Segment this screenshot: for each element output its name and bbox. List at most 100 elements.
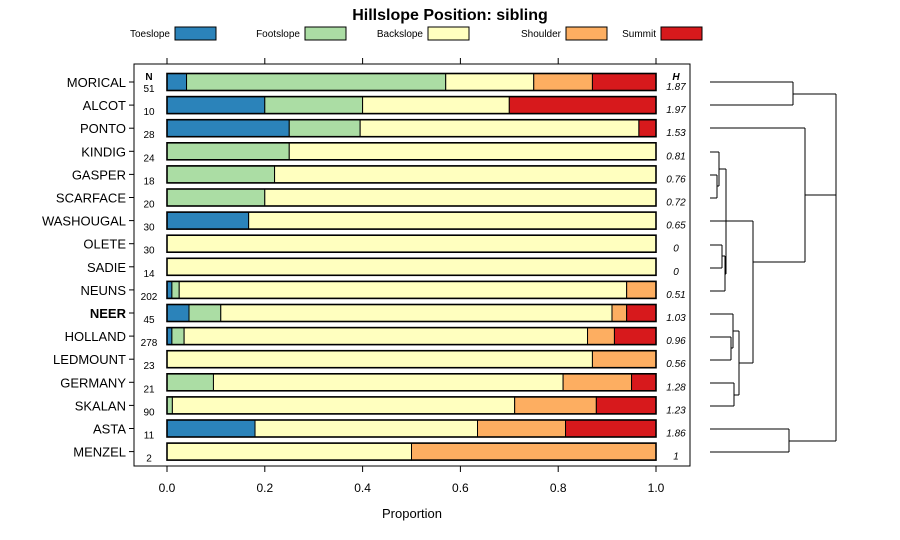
bar-outline — [166, 326, 657, 346]
n-value: 14 — [143, 269, 155, 280]
bar-segment — [359, 119, 640, 138]
row-label: NEUNS — [80, 283, 126, 298]
row-label: HOLLAND — [65, 329, 126, 344]
n-value: 30 — [143, 223, 155, 234]
row-label: MENZEL — [73, 445, 126, 460]
h-value: 0.96 — [666, 336, 686, 347]
h-value: 1.97 — [666, 105, 686, 116]
n-value: 90 — [143, 407, 155, 418]
bar-segment — [166, 211, 250, 230]
bar-row: HOLLAND 278 0.96 — [65, 326, 686, 349]
bar-segment — [288, 119, 361, 138]
bar-segment — [166, 96, 266, 115]
bar-segment — [613, 327, 657, 346]
row-label: GERMANY — [60, 375, 126, 390]
n-value: 45 — [143, 315, 155, 326]
h-value: 0.81 — [666, 151, 685, 162]
n-value: 28 — [143, 130, 155, 141]
n-value: 202 — [141, 292, 158, 303]
legend-label: Backslope — [377, 29, 424, 40]
n-value: 10 — [143, 107, 155, 118]
bar-segment — [166, 350, 593, 369]
bar-segment — [171, 280, 180, 299]
legend-swatch — [565, 26, 608, 41]
bar-segment — [562, 373, 633, 392]
h-value: 1 — [673, 452, 679, 463]
row-label: SKALAN — [75, 398, 126, 413]
bar-segment — [591, 350, 657, 369]
legend-swatch — [304, 26, 347, 41]
n-value: 23 — [143, 361, 155, 372]
bar-outline — [166, 142, 657, 161]
row-label: WASHOUGAL — [42, 214, 126, 229]
bar-segment — [248, 211, 657, 230]
bar-segment — [411, 442, 657, 461]
bar-outline — [166, 188, 657, 207]
row-label: GASPER — [72, 167, 126, 182]
dendrogram — [710, 81, 837, 453]
bar-segment — [631, 373, 657, 392]
bar-segment — [212, 373, 564, 392]
row-label: OLETE — [83, 237, 126, 252]
n-value: 278 — [141, 338, 158, 349]
n-value: 24 — [143, 153, 155, 164]
bar-row: NEER 45 1.03 — [90, 303, 686, 326]
row-label: PONTO — [80, 121, 126, 136]
bar-row: SADIE 14 0 — [87, 257, 679, 280]
bar-outline — [166, 118, 657, 138]
row-label: SADIE — [87, 260, 126, 275]
dendrogram-branch — [752, 128, 836, 363]
n-value: 30 — [143, 246, 155, 257]
bar-segment — [171, 396, 516, 415]
bar-segment — [188, 304, 222, 322]
n-value: 51 — [143, 84, 155, 95]
h-value: 0 — [673, 267, 679, 278]
dendrogram-branch — [710, 81, 836, 106]
dendrogram-branch — [710, 428, 836, 453]
h-value: 0.56 — [666, 359, 686, 370]
bar-segment — [587, 327, 615, 346]
dendrogram-branch — [710, 313, 739, 361]
bar-outline — [166, 303, 657, 323]
bar-row: MORICAL 51 1.87 — [67, 72, 686, 95]
bar-segment — [166, 188, 266, 207]
bar-segment — [178, 280, 628, 299]
dendrogram-branch — [710, 331, 753, 407]
bar-row: MENZEL 2 1 — [73, 442, 679, 465]
bar-segment — [166, 234, 657, 253]
bar-row: ALCOT 10 1.97 — [83, 95, 686, 118]
bar-segment — [166, 396, 173, 415]
n-value: 20 — [143, 200, 155, 211]
bar-segment — [166, 373, 214, 392]
bar-outline — [166, 372, 657, 392]
bar-segment — [166, 442, 412, 461]
bar-segment — [638, 119, 657, 138]
h-value: 1.28 — [666, 382, 686, 393]
bar-segment — [254, 419, 479, 438]
bar-outline — [166, 442, 657, 461]
h-value: 1.53 — [666, 128, 686, 139]
x-tick-label: 1.0 — [648, 481, 665, 495]
x-tick-label: 0.8 — [550, 481, 567, 495]
x-axis-title: Proportion — [382, 506, 442, 521]
bar-segment — [166, 165, 276, 184]
x-tick-label: 0.6 — [452, 481, 469, 495]
bar-segment — [166, 119, 290, 138]
bar-row: GERMANY 21 1.28 — [60, 372, 686, 395]
legend-label: Footslope — [256, 29, 300, 40]
bar-outline — [166, 419, 657, 438]
bar-outline — [166, 280, 657, 300]
n-value: 18 — [143, 176, 155, 187]
bar-row: SKALAN 90 1.23 — [75, 396, 686, 418]
bar-segment — [626, 280, 657, 299]
bar-segment — [611, 304, 628, 322]
bar-outline — [166, 211, 657, 230]
h-column-header: H — [672, 72, 680, 83]
row-label: MORICAL — [67, 75, 126, 90]
bar-segment — [591, 73, 657, 91]
bar-segment — [514, 396, 597, 415]
bar-row: GASPER 18 0.76 — [72, 165, 686, 187]
dendrogram-branch — [710, 169, 753, 274]
bar-segment — [508, 96, 657, 115]
